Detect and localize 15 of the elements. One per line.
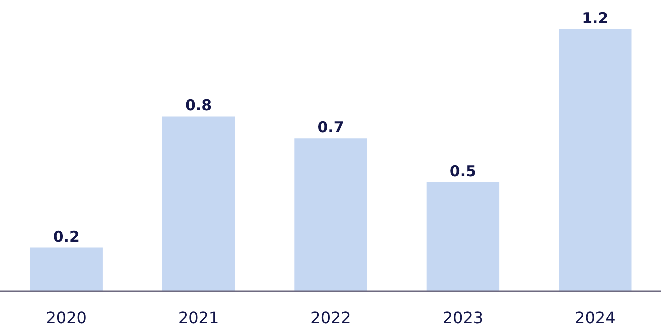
bar — [162, 116, 236, 292]
bar — [294, 138, 368, 292]
data-label: 0.7 — [318, 118, 344, 137]
data-label: 0.8 — [186, 96, 212, 115]
x-tick-label: 2022 — [310, 308, 352, 326]
data-label: 0.2 — [53, 228, 80, 246]
data-label: 0.5 — [450, 162, 476, 180]
data-label: 1.2 — [582, 9, 609, 28]
bar — [426, 182, 500, 292]
bar — [30, 248, 103, 292]
x-tick-label: 2024 — [575, 308, 616, 326]
x-tick-label: 2020 — [46, 308, 87, 326]
x-tick-label: 2021 — [178, 308, 220, 326]
bar — [559, 29, 632, 292]
x-tick-label: 2023 — [442, 308, 484, 326]
